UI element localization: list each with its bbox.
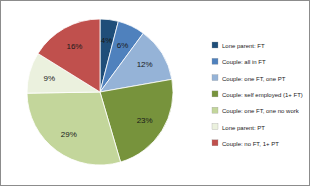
data-label: 23% — [137, 116, 153, 125]
data-label: 4% — [101, 36, 113, 45]
data-label: 9% — [44, 74, 56, 83]
legend: Lone parent: FT Couple: all in FT Couple: … — [212, 42, 303, 147]
legend-swatch — [212, 124, 218, 130]
data-label: 16% — [66, 42, 82, 51]
legend-label: Lone parent: PT — [222, 125, 265, 131]
legend-label: Couple: self employed (1+ FT) — [222, 92, 303, 98]
data-label: 6% — [117, 41, 129, 50]
data-label: 12% — [137, 60, 153, 69]
chart: 4% 6% 12% 23% 29% 9% 16% Lone parent: FT Couple:… — [0, 0, 310, 186]
legend-swatch — [212, 58, 218, 64]
legend-label: Couple: no FT, 1+ PT — [222, 141, 279, 147]
legend-swatch — [212, 42, 218, 48]
legend-swatch — [212, 75, 218, 81]
legend-label: Couple: one FT, one PT — [222, 76, 286, 82]
legend-swatch — [212, 107, 218, 113]
legend-label: Couple: all in FT — [222, 59, 266, 65]
slices — [27, 19, 173, 165]
legend-label: Couple: one FT, one no work — [222, 108, 300, 114]
legend-swatch — [212, 140, 218, 146]
legend-swatch — [212, 91, 218, 97]
data-labels: 4% 6% 12% 23% 29% 9% 16% — [44, 36, 153, 139]
pie-slice — [27, 92, 121, 165]
frame — [1, 1, 310, 186]
legend-label: Lone parent: FT — [222, 43, 265, 49]
data-label: 29% — [61, 130, 77, 139]
pie-slice — [38, 19, 100, 92]
